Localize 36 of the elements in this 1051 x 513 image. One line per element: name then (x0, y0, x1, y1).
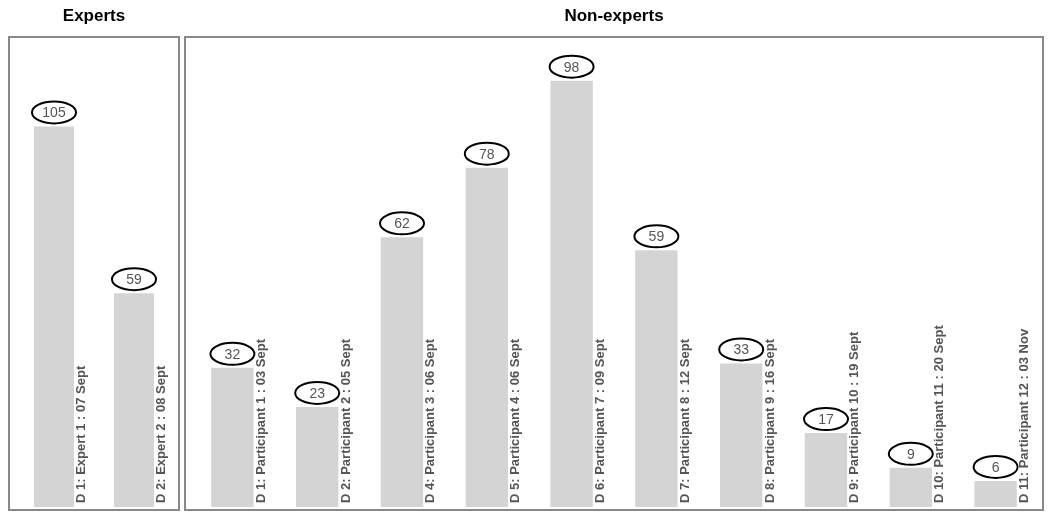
x-tick-label: D 7: Participant 8 : 12 Sept (676, 338, 692, 503)
data-label: 6 (991, 458, 1000, 475)
bar (211, 367, 254, 507)
chart-title: Non-experts (564, 6, 664, 27)
x-tick-label: D 10: Participant 11 : 20 Sept (931, 324, 947, 503)
data-label: 9 (906, 445, 915, 462)
x-tick-label: D 2: Expert 2 : 08 Sept (152, 365, 168, 503)
data-label: 62 (394, 215, 410, 232)
x-tick-label: D 2: Participant 2 : 05 Sept (337, 338, 353, 503)
x-tick-label: D 11: Participant 12 : 03 Nov (1016, 328, 1032, 503)
x-tick-label: D 9: Participant 10 : 19 Sept (846, 331, 862, 503)
bar (465, 167, 508, 507)
bar (550, 80, 593, 507)
chart-title: Experts (62, 6, 126, 27)
bar (635, 250, 678, 507)
data-label: 33 (733, 341, 750, 358)
data-label: 59 (126, 270, 142, 287)
bar (380, 237, 424, 507)
x-tick-label: D 1: Expert 1 : 07 Sept (72, 365, 88, 503)
bar (974, 480, 1017, 507)
data-label: 105 (42, 104, 66, 121)
data-label: 32 (224, 345, 241, 362)
data-label: 59 (648, 228, 665, 245)
x-tick-label: D 6: Participant 7 : 09 Sept (592, 338, 608, 503)
data-label: 17 (818, 410, 834, 427)
data-label: 78 (479, 145, 495, 162)
bar (889, 467, 932, 507)
x-tick-label: D 8: Participant 9 : 16 Sept (761, 338, 777, 503)
bar (720, 363, 763, 507)
bar (296, 406, 339, 507)
data-label: 98 (563, 58, 580, 75)
x-tick-label: D 5: Participant 4 : 06 Sept (507, 338, 523, 503)
data-label: 23 (309, 384, 326, 401)
x-tick-label: D 1: Participant 1 : 03 Sept (252, 338, 268, 503)
bar (804, 433, 848, 507)
x-tick-label: D 4: Participant 3 : 06 Sept (422, 338, 438, 503)
